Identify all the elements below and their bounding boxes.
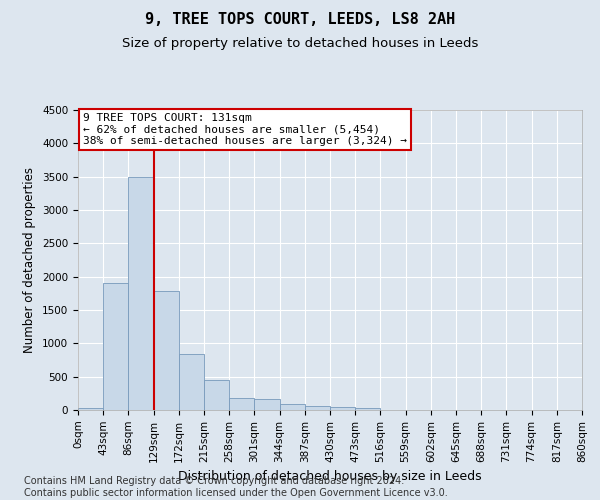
Bar — [305, 406, 330, 410]
Bar — [204, 380, 229, 410]
Text: 9 TREE TOPS COURT: 131sqm
← 62% of detached houses are smaller (5,454)
38% of se: 9 TREE TOPS COURT: 131sqm ← 62% of detac… — [83, 113, 407, 146]
Text: Contains HM Land Registry data © Crown copyright and database right 2024.
Contai: Contains HM Land Registry data © Crown c… — [24, 476, 448, 498]
Bar — [78, 408, 103, 410]
Bar — [330, 407, 355, 410]
Bar — [254, 399, 280, 410]
Bar — [280, 404, 305, 410]
Y-axis label: Number of detached properties: Number of detached properties — [23, 167, 37, 353]
Bar — [103, 284, 128, 410]
Bar — [355, 408, 380, 410]
Text: Size of property relative to detached houses in Leeds: Size of property relative to detached ho… — [122, 38, 478, 51]
Text: 9, TREE TOPS COURT, LEEDS, LS8 2AH: 9, TREE TOPS COURT, LEEDS, LS8 2AH — [145, 12, 455, 28]
Bar — [229, 398, 254, 410]
Bar — [154, 292, 179, 410]
Bar — [128, 176, 154, 410]
X-axis label: Distribution of detached houses by size in Leeds: Distribution of detached houses by size … — [178, 470, 482, 483]
Bar — [179, 354, 204, 410]
